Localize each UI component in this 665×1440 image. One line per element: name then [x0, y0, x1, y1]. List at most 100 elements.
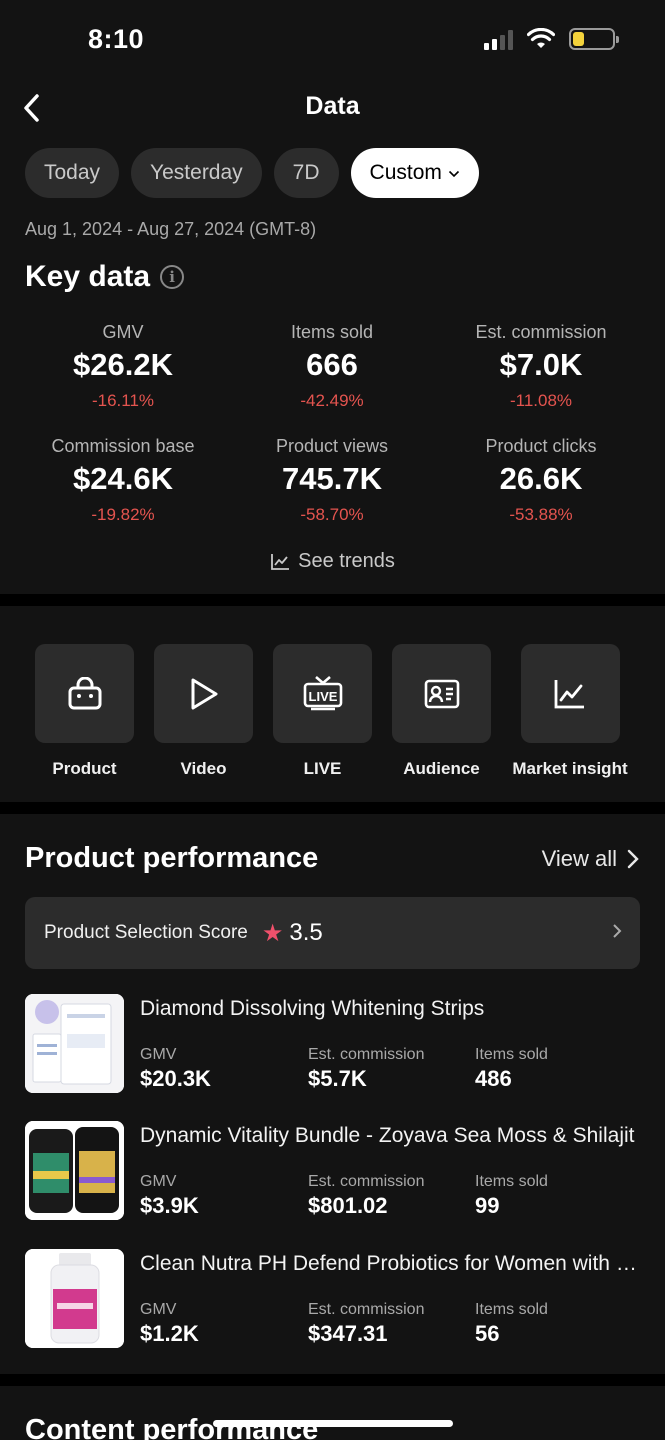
stat-label: GMV — [140, 1173, 177, 1190]
chevron-right-icon — [613, 924, 622, 938]
content-performance-section: Content performance — [0, 1386, 665, 1440]
section-title: Product performance — [25, 842, 319, 874]
chevron-right-icon — [627, 849, 639, 869]
stat-value: $347.31 — [308, 1321, 388, 1346]
tool-product[interactable]: Product — [35, 644, 134, 779]
date-range-text: Aug 1, 2024 - Aug 27, 2024 (GMT-8) — [25, 219, 317, 239]
tool-live[interactable]: LIVE LIVE — [273, 644, 372, 779]
key-data-title: Key data — [25, 260, 151, 293]
see-trends-label: See trends — [298, 550, 395, 572]
play-icon — [191, 678, 217, 709]
product-selection-score-bar[interactable]: Product Selection Score ★ 3.5 — [25, 897, 640, 969]
product-name: Diamond Dissolving Whitening Strips — [140, 997, 485, 1020]
metric-change: -16.11% — [91, 391, 155, 410]
product-stat-items: Items sold 56 — [475, 1301, 548, 1347]
info-icon[interactable]: i — [160, 265, 185, 289]
product-stat-gmv: GMV $3.9K — [140, 1173, 199, 1219]
tool-label: Video — [180, 759, 227, 778]
stat-value: $20.3K — [140, 1066, 211, 1091]
tool-audience[interactable]: Audience — [392, 644, 491, 779]
battery-icon — [569, 28, 619, 50]
tool-label: LIVE — [303, 759, 342, 778]
stat-value: $5.7K — [308, 1066, 367, 1091]
status-icons — [484, 28, 619, 50]
page-title: Data — [305, 92, 360, 120]
tool-box — [392, 644, 491, 743]
tool-label: Product — [52, 759, 117, 778]
metric-change: -58.70% — [300, 505, 364, 524]
cellular-signal-icon — [484, 28, 513, 50]
metric-label: Product clicks — [485, 436, 597, 456]
product-thumbnail — [25, 1249, 124, 1348]
id-card-icon — [424, 679, 459, 708]
product-row[interactable]: Dynamic Vitality Bundle - Zoyava Sea Mos… — [25, 1121, 640, 1221]
stat-value: $1.2K — [140, 1321, 199, 1346]
shopping-bag-icon — [68, 676, 101, 709]
back-button[interactable] — [22, 90, 52, 126]
tool-box — [35, 644, 134, 743]
product-stat-items: Items sold 99 — [475, 1173, 548, 1219]
date-filter-chips: Today Yesterday 7D Custom — [25, 148, 479, 198]
stat-label: Items sold — [475, 1173, 548, 1190]
metric-label: GMV — [102, 322, 144, 342]
metric-product-clicks[interactable]: Product clicks 26.6K -53.88% — [431, 436, 651, 525]
tool-box — [154, 644, 253, 743]
score-value: 3.5 — [289, 919, 323, 946]
product-performance-section: Product performance View all Product Sel… — [0, 814, 665, 1374]
tool-label: Market insight — [512, 759, 628, 778]
product-stat-commission: Est. commission $347.31 — [308, 1301, 424, 1347]
line-chart-icon — [554, 679, 584, 708]
metric-commission-base[interactable]: Commission base $24.6K -19.82% — [13, 436, 233, 525]
metric-label: Commission base — [51, 436, 195, 456]
chevron-left-icon — [24, 94, 39, 122]
metric-value: $7.0K — [499, 347, 583, 382]
stat-value: 486 — [475, 1066, 512, 1091]
chip-7d[interactable]: 7D — [273, 148, 339, 198]
stat-value: $3.9K — [140, 1193, 199, 1218]
home-indicator[interactable] — [213, 1420, 453, 1427]
metric-change: -53.88% — [509, 505, 573, 524]
section-title: Content performance — [25, 1414, 319, 1440]
stat-label: GMV — [140, 1046, 177, 1063]
live-tv-icon: LIVE — [303, 675, 342, 710]
chevron-down-icon — [448, 166, 460, 181]
metric-label: Product views — [275, 436, 389, 456]
metric-value: 26.6K — [499, 461, 583, 496]
view-all-link[interactable]: View all — [542, 846, 639, 872]
trend-chart-icon — [271, 553, 290, 570]
see-trends-link[interactable]: See trends — [0, 550, 665, 573]
tool-box: LIVE — [273, 644, 372, 743]
chip-today[interactable]: Today — [25, 148, 120, 198]
product-stat-items: Items sold 486 — [475, 1046, 548, 1092]
score-label: Product Selection Score — [44, 922, 248, 943]
product-row[interactable]: Clean Nutra PH Defend Probiotics for Wom… — [25, 1249, 640, 1349]
metric-gmv[interactable]: GMV $26.2K -16.11% — [13, 322, 233, 411]
wifi-icon — [527, 28, 555, 48]
product-row[interactable]: Diamond Dissolving Whitening Strips GMV … — [25, 994, 640, 1094]
tool-market-insight[interactable]: Market insight — [511, 644, 629, 779]
stat-value: 56 — [475, 1321, 500, 1346]
chip-custom-label: Custom — [369, 161, 442, 184]
metric-value: $26.2K — [73, 347, 173, 382]
metric-value: $24.6K — [73, 461, 173, 496]
metric-items-sold[interactable]: Items sold 666 -42.49% — [222, 322, 442, 411]
status-time: 8:10 — [88, 24, 145, 54]
stat-label: GMV — [140, 1301, 177, 1318]
stat-value: 99 — [475, 1193, 500, 1218]
metric-est-commission[interactable]: Est. commission $7.0K -11.08% — [431, 322, 651, 411]
product-stat-commission: Est. commission $801.02 — [308, 1173, 424, 1219]
stat-label: Est. commission — [308, 1173, 425, 1190]
tool-video[interactable]: Video — [154, 644, 253, 779]
metric-label: Est. commission — [475, 322, 607, 342]
metric-product-views[interactable]: Product views 745.7K -58.70% — [222, 436, 442, 525]
chip-yesterday[interactable]: Yesterday — [131, 148, 262, 198]
product-name: Clean Nutra PH Defend Probiotics for Wom… — [140, 1252, 640, 1275]
chip-custom[interactable]: Custom — [350, 148, 479, 198]
tool-label: Audience — [403, 759, 480, 778]
key-data-heading: Key data i — [25, 260, 185, 294]
metric-value: 666 — [306, 347, 358, 382]
analytics-tools-section: Product Video LIVE LIVE — [0, 606, 665, 802]
product-stat-gmv: GMV $20.3K — [140, 1046, 211, 1092]
product-stat-commission: Est. commission $5.7K — [308, 1046, 424, 1092]
product-stat-gmv: GMV $1.2K — [140, 1301, 199, 1347]
